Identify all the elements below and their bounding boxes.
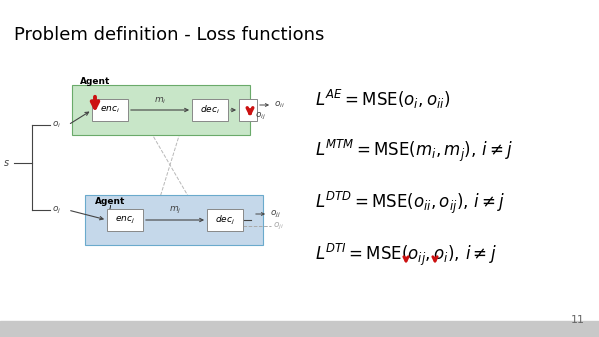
Bar [0, 321, 599, 337]
Bar [107, 209, 143, 231]
Text: Problem definition - Loss functions: Problem definition - Loss functions [14, 26, 325, 44]
Text: $L^{DTI} = \mathrm{MSE}(o_{ij}, o_i),\, i \neq j$: $L^{DTI} = \mathrm{MSE}(o_{ij}, o_i),\, … [315, 242, 497, 268]
Bar [207, 209, 243, 231]
Text: $j$: $j$ [107, 201, 113, 214]
Bar [92, 99, 128, 121]
Text: Agent: Agent [95, 197, 125, 206]
Text: $o_{ij}$: $o_{ij}$ [255, 111, 266, 122]
Bar [239, 99, 257, 121]
Text: $o_i$: $o_i$ [52, 120, 61, 130]
Text: $dec_i$: $dec_i$ [200, 104, 220, 116]
Bar [85, 195, 263, 245]
Text: $L^{AE} = \mathrm{MSE}(o_i, o_{ii})$: $L^{AE} = \mathrm{MSE}(o_i, o_{ii})$ [315, 88, 450, 111]
Text: $o_{ii}$: $o_{ii}$ [274, 100, 285, 110]
Text: 11: 11 [571, 315, 585, 325]
Bar [72, 85, 250, 135]
Text: $o_j$: $o_j$ [52, 205, 61, 216]
Text: $m_i$: $m_i$ [154, 95, 167, 106]
Text: $o_{ji}$: $o_{ji}$ [273, 220, 284, 232]
Text: $o_{jj}$: $o_{jj}$ [270, 209, 281, 219]
Text: Agent: Agent [80, 77, 110, 86]
Bar [192, 99, 228, 121]
Text: $L^{DTD} = \mathrm{MSE}(o_{ii}, o_{ij}),\, i \neq j$: $L^{DTD} = \mathrm{MSE}(o_{ii}, o_{ij}),… [315, 190, 506, 216]
Text: $enc_i$: $enc_i$ [100, 105, 120, 115]
Text: $enc_j$: $enc_j$ [115, 214, 135, 225]
Text: $m_j$: $m_j$ [169, 205, 181, 216]
Text: $s$: $s$ [3, 158, 10, 168]
Text: $L^{MTM} = \mathrm{MSE}(m_i, m_j),\, i \neq j$: $L^{MTM} = \mathrm{MSE}(m_i, m_j),\, i \… [315, 138, 513, 164]
Text: $dec_j$: $dec_j$ [215, 213, 235, 226]
